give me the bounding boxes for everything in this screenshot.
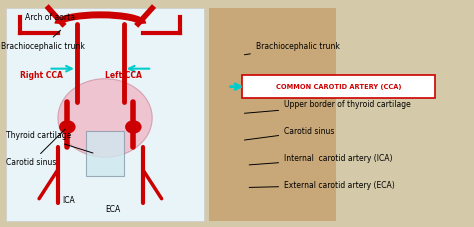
Bar	[86, 131, 124, 176]
Ellipse shape	[58, 79, 152, 157]
Text: Upper border of thyroid cartilage: Upper border of thyroid cartilage	[245, 100, 411, 113]
Text: Thyroid cartilage: Thyroid cartilage	[6, 131, 93, 153]
Text: External carotid artery (ECA): External carotid artery (ECA)	[249, 181, 395, 190]
Text: Brachiocephalic trunk: Brachiocephalic trunk	[245, 42, 340, 55]
Bar	[209, 8, 336, 221]
Text: ICA: ICA	[63, 196, 75, 205]
Text: ECA: ECA	[105, 205, 120, 215]
Text: Left CCA: Left CCA	[105, 71, 142, 80]
Text: Internal  carotid artery (ICA): Internal carotid artery (ICA)	[249, 154, 392, 165]
Text: Carotid sinus: Carotid sinus	[245, 127, 335, 140]
Text: COMMON CAROTID ARTERY (CCA): COMMON CAROTID ARTERY (CCA)	[275, 84, 401, 90]
Text: Carotid sinus: Carotid sinus	[6, 129, 65, 167]
Text: Arch of aorta: Arch of aorta	[25, 12, 75, 22]
Ellipse shape	[125, 120, 142, 134]
Text: Right CCA: Right CCA	[20, 71, 63, 80]
Ellipse shape	[59, 120, 76, 134]
Text: Brachiocephalic trunk: Brachiocephalic trunk	[1, 30, 85, 51]
FancyBboxPatch shape	[242, 75, 435, 98]
Bar	[6, 8, 204, 221]
